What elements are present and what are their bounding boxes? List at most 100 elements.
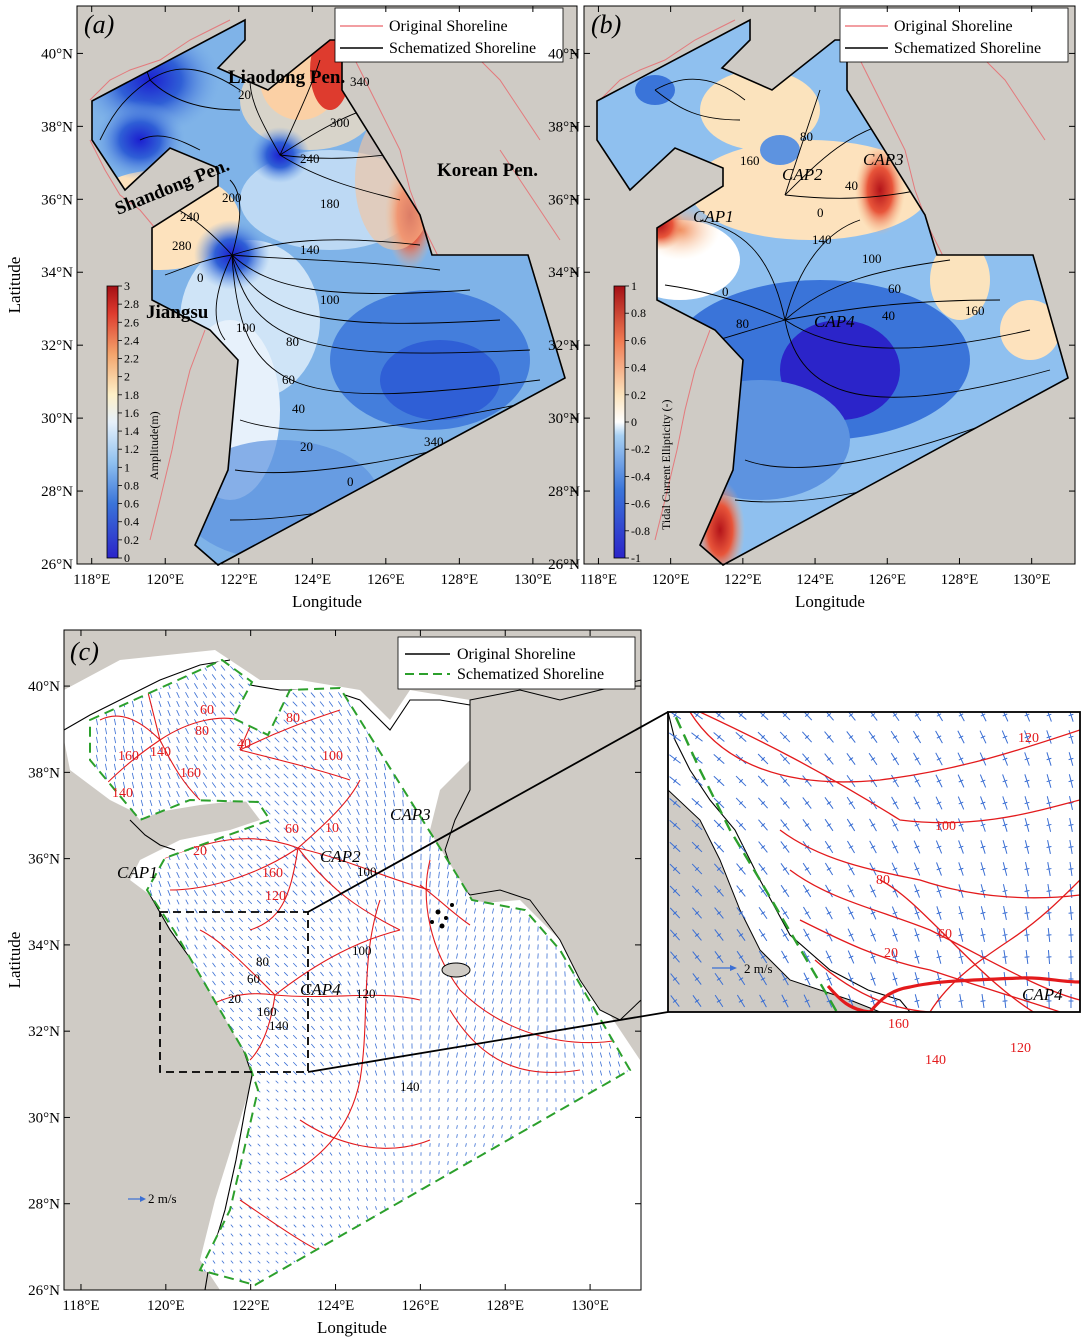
ellipse-major-axis (302, 1206, 306, 1210)
ellipse-major-axis (356, 953, 360, 959)
ellipse-major-axis (104, 754, 108, 762)
ellipse-major-axis (393, 1089, 395, 1093)
ellipse-major-axis (265, 1043, 271, 1049)
ellipse-major-axis (275, 1170, 279, 1174)
ellipse-major-axis (474, 1034, 476, 1040)
ellipse-major-axis (238, 755, 244, 761)
ellipse-major-axis (510, 1070, 512, 1076)
ellipse-major-axis (384, 1161, 386, 1165)
ellipse-major-axis (320, 908, 324, 914)
ellipse-major-axis (573, 998, 575, 1004)
ellipse-major-axis (256, 944, 262, 950)
ellipse-major-axis (465, 1143, 467, 1147)
ellipse-major-axis (528, 953, 530, 959)
ellipse-major-axis (365, 1143, 369, 1147)
ellipse-major-axis (292, 764, 298, 770)
ellipse-major-axis (319, 881, 325, 887)
ellipse-major-axis (374, 772, 378, 780)
ellipse-major-axis (374, 844, 378, 852)
ellipse-major-axis (301, 827, 307, 833)
ellipse-major-axis (238, 917, 244, 923)
ellipse-major-axis (302, 1215, 306, 1219)
ellipse-major-axis (301, 917, 307, 923)
ellipse-major-axis (176, 862, 180, 870)
ellipse-major-axis (319, 719, 325, 725)
ellipse-major-axis (292, 881, 298, 887)
ellipse-major-axis (293, 1206, 297, 1210)
contour-label: 80 (286, 334, 299, 349)
ellipse-major-axis (447, 1107, 449, 1111)
ellipse-major-axis (474, 989, 476, 995)
ellipse-major-axis (393, 899, 395, 905)
ellipse-major-axis (212, 980, 216, 986)
ellipse-major-axis (140, 727, 144, 735)
ellipse-major-axis (194, 782, 198, 788)
ellipse-major-axis (510, 971, 512, 977)
ellipse-major-axis (393, 1070, 395, 1076)
ellipse-major-axis (501, 1070, 503, 1076)
ellipse-major-axis (301, 1043, 307, 1049)
panel-c-scale-label: 2 m/s (148, 1191, 177, 1206)
ellipse-major-axis (483, 1070, 485, 1076)
ellipse-major-axis (600, 1080, 602, 1084)
ellipse-major-axis (356, 1161, 360, 1165)
ellipse-major-axis (347, 1224, 351, 1228)
ellipse-major-axis (519, 1052, 521, 1058)
ellipse-major-axis (265, 935, 271, 941)
ellipse-major-axis (248, 1233, 252, 1237)
ellipse-major-axis (329, 1224, 333, 1228)
ellipse-major-axis (492, 1016, 494, 1022)
panel-b: 80 40 160 0 140 100 60 40 160 80 0 CAP1 … (548, 5, 1076, 611)
ellipse-major-axis (104, 772, 108, 780)
ellipse-major-axis (274, 1043, 280, 1049)
ellipse-major-axis (447, 944, 449, 950)
ellipse-major-axis (301, 836, 307, 842)
ellipse-major-axis (311, 926, 315, 932)
panel-c-schematized-shoreline (89, 658, 632, 1287)
ellipse-major-axis (311, 1170, 315, 1174)
ellipse-major-axis (167, 889, 171, 897)
ellipse-major-axis (311, 1161, 315, 1165)
ellipse-major-axis (393, 790, 395, 798)
ellipse-major-axis (447, 889, 449, 897)
ellipse-major-axis (573, 1061, 575, 1067)
ellipse-major-axis (591, 1034, 593, 1040)
ellipse-major-axis (591, 1016, 593, 1022)
inset-land-strip (668, 712, 911, 1012)
panel-b-xlabel: Longitude (795, 592, 865, 611)
ellipse-major-axis (393, 917, 395, 923)
ellipse-major-axis (247, 989, 253, 995)
ellipse-major-axis (275, 1242, 279, 1246)
label-cap1-c: CAP1 (117, 863, 158, 882)
panel-a-colorbar: 00.20.40.60.811.21.41.61.822.22.42.62.83… (106, 279, 161, 565)
ellipse-major-axis (365, 953, 369, 959)
ellipse-major-axis (274, 791, 280, 797)
ellipse-major-axis (447, 1116, 449, 1120)
ellipse-major-axis (238, 926, 244, 932)
ellipse-major-axis (447, 1025, 449, 1031)
colorbar-tick-label: 0.6 (124, 497, 139, 511)
ellipse-major-axis (384, 1007, 386, 1013)
ellipse-major-axis (310, 890, 316, 896)
ellipse-major-axis (238, 998, 244, 1004)
ellipse-major-axis (104, 736, 108, 744)
ellipse-major-axis (95, 745, 99, 753)
ellipse-major-axis (383, 835, 387, 843)
ellipse-major-axis (519, 944, 521, 950)
ellipse-major-axis (337, 800, 343, 806)
ellipse-major-axis (384, 1143, 386, 1147)
ellipse-major-axis (447, 880, 449, 888)
ellipse-major-axis (310, 692, 316, 698)
ellipse-major-axis (256, 980, 262, 986)
ellipse-major-axis (320, 1161, 324, 1165)
ellipse-major-axis (203, 926, 207, 932)
ellipse-major-axis (274, 1025, 280, 1031)
ellipse-major-axis (456, 944, 458, 950)
ellipse-major-axis (274, 818, 280, 824)
ellipse-major-axis (229, 899, 235, 905)
ellipse-major-axis (283, 791, 289, 797)
colorbar-tick-label: 1.4 (124, 424, 139, 438)
ellipse-major-axis (194, 917, 198, 923)
ellipse-major-axis (229, 989, 235, 995)
ellipse-major-axis (229, 746, 235, 752)
